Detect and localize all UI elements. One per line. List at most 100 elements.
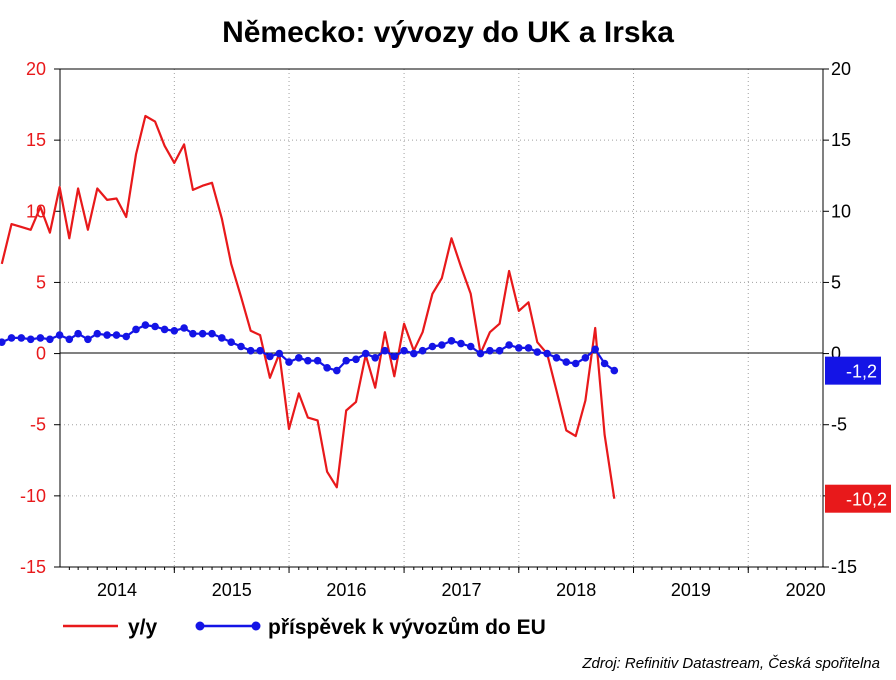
- series-contribution-point: [198, 329, 207, 338]
- y-tick-label-left: 15: [26, 130, 46, 150]
- source-note: Zdroj: Refinitiv Datastream, Česká spoři…: [581, 655, 880, 672]
- series-contribution-point: [74, 329, 82, 338]
- y-tick-label-left: 20: [26, 59, 46, 79]
- legend-marker-contribution: [251, 621, 261, 631]
- series-contribution-point: [352, 355, 360, 364]
- y-tick-label-right: 15: [831, 130, 851, 150]
- series-contribution-point: [610, 366, 619, 375]
- y-tick-label-left: 0: [36, 344, 46, 364]
- x-tick-label: 2016: [326, 580, 366, 600]
- series-contribution-point: [428, 342, 437, 351]
- grid: [60, 68, 823, 568]
- y-tick-label-left: 5: [36, 272, 46, 292]
- series-contribution-point: [160, 325, 169, 334]
- series-contribution-point: [515, 344, 523, 352]
- x-tick-label: 2020: [786, 580, 826, 600]
- y-tick-label-right: 5: [831, 272, 841, 292]
- series-contribution-point: [476, 349, 485, 358]
- series-contribution-point: [237, 342, 245, 351]
- end-label-yy-badge: [825, 484, 891, 513]
- series-contribution-point: [600, 359, 609, 368]
- series-contribution-point: [333, 366, 341, 375]
- series-contribution-point: [581, 354, 590, 362]
- series-contribution-point: [304, 356, 312, 365]
- series-contribution-point: [533, 348, 542, 356]
- y-tick-label-right: 20: [831, 59, 851, 79]
- legend-label-yy: y/y: [128, 616, 158, 639]
- series-contribution-point: [400, 346, 408, 355]
- series-contribution-point: [26, 335, 35, 344]
- y-tick-label-right: -15: [831, 557, 857, 577]
- series-contribution-point: [466, 342, 475, 351]
- series-contribution-point: [93, 329, 102, 338]
- y-tick-label-left: -5: [30, 415, 46, 435]
- x-tick-label: 2019: [671, 580, 711, 600]
- series-contribution-point: [256, 346, 264, 355]
- series-contribution-point: [189, 329, 197, 338]
- legend-label-contribution: příspěvek k vývozům do EU: [268, 616, 546, 639]
- end-labels: -10,2 -1,2: [825, 356, 891, 513]
- series-contribution-point: [505, 341, 513, 349]
- series: [0, 114, 619, 499]
- series-contribution-point: [55, 331, 64, 339]
- series-contribution-point: [486, 346, 494, 355]
- series-contribution-point: [361, 349, 370, 358]
- series-contribution-point: [323, 364, 331, 372]
- series-contribution-point: [122, 332, 130, 341]
- series-contribution-point: [151, 322, 159, 331]
- series-contribution-point: [84, 335, 92, 344]
- series-contribution-point: [390, 352, 399, 361]
- legend: y/y příspěvek k vývozům do EU: [63, 616, 546, 639]
- end-label-contribution-badge: [825, 356, 881, 385]
- series-contribution-point: [46, 335, 54, 344]
- series-contribution-point: [65, 335, 74, 344]
- series-yy-line: [0, 114, 616, 499]
- series-contribution-point: [562, 358, 571, 366]
- series-contribution-point: [438, 341, 446, 349]
- series-contribution-point: [180, 324, 188, 332]
- series-contribution-point: [285, 358, 293, 366]
- y-tick-label-right: 10: [831, 201, 851, 221]
- series-contribution-point: [342, 356, 351, 365]
- y-tick-label-left: -10: [20, 486, 46, 506]
- series-contribution-point: [381, 346, 389, 355]
- x-tick-label: 2018: [556, 580, 596, 600]
- series-contribution-point: [447, 337, 456, 345]
- end-label-contribution: -1,2: [846, 362, 877, 382]
- series-contribution-point: [295, 354, 303, 362]
- series-contribution-point: [313, 356, 322, 365]
- legend-marker-contribution: [195, 621, 205, 631]
- y-tick-label-right: 0: [831, 344, 841, 364]
- series-contribution-point: [571, 359, 580, 368]
- axes: 2020151510105500-5-5-10-10-15-1520142015…: [20, 59, 857, 600]
- series-contribution-point: [36, 334, 45, 342]
- x-tick-label: 2017: [441, 580, 481, 600]
- series-contribution-point: [218, 334, 226, 342]
- series-contribution-point: [275, 349, 284, 358]
- chart-title: Německo: vývozy do UK a Irska: [222, 16, 674, 49]
- series-contribution-point: [141, 321, 150, 329]
- series-contribution-point: [246, 346, 255, 355]
- series-contribution-point: [591, 345, 599, 354]
- y-tick-label-right: -5: [831, 415, 847, 435]
- series-contribution-point: [7, 334, 16, 342]
- series-contribution-point: [552, 354, 561, 362]
- series-contribution-point: [170, 327, 179, 335]
- y-tick-label-left: -15: [20, 557, 46, 577]
- series-contribution-point: [208, 329, 216, 338]
- x-tick-label: 2015: [212, 580, 252, 600]
- series-contribution-point: [103, 331, 111, 339]
- series-contribution-point: [410, 349, 418, 358]
- series-contribution-point: [495, 346, 504, 355]
- series-contribution-point: [266, 352, 274, 361]
- series-contribution-point: [112, 331, 121, 339]
- series-contribution-point: [227, 338, 235, 347]
- series-contribution-point: [418, 346, 427, 355]
- series-contribution-point: [132, 325, 140, 334]
- series-contribution-point: [17, 334, 26, 342]
- x-tick-label: 2014: [97, 580, 137, 600]
- series-contribution-point: [0, 338, 6, 346]
- series-contribution-point: [371, 354, 380, 362]
- series-contribution-point: [457, 339, 465, 348]
